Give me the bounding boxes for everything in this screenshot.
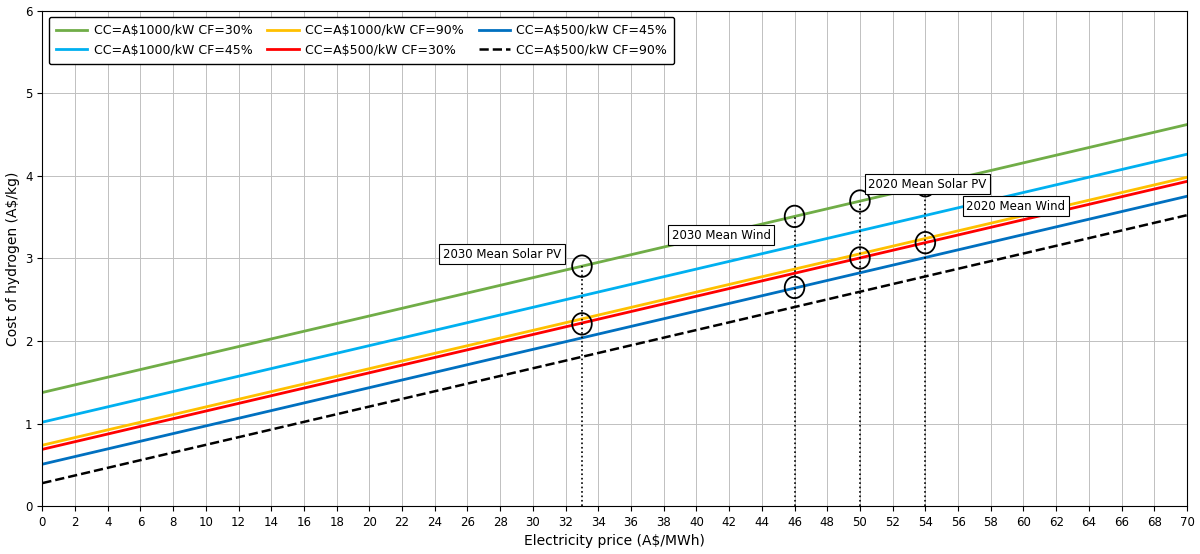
Legend: CC=A$1000/kW CF=30%, CC=A$1000/kW CF=45%, CC=A$1000/kW CF=90%, CC=A$500/kW CF=30: CC=A$1000/kW CF=30%, CC=A$1000/kW CF=45%… [48,17,674,64]
CC=A$1000/kW CF=45% [716,259,731,266]
CC=A$500/kW CF=45% [578,334,593,340]
CC=A$500/kW CF=90% [1180,212,1194,218]
Line: CC=A$1000/kW CF=90%: CC=A$1000/kW CF=90% [42,177,1187,445]
Text: 2030 Mean Wind: 2030 Mean Wind [672,229,770,242]
CC=A$500/kW CF=45% [586,332,600,338]
CC=A$500/kW CF=90% [578,352,593,359]
CC=A$500/kW CF=30% [1152,184,1166,191]
CC=A$1000/kW CF=45% [654,274,668,280]
CC=A$500/kW CF=45% [1152,199,1166,206]
CC=A$1000/kW CF=30% [1152,127,1166,134]
Line: CC=A$500/kW CF=45%: CC=A$500/kW CF=45% [42,196,1187,464]
X-axis label: Electricity price (A$/MWh): Electricity price (A$/MWh) [524,535,706,548]
CC=A$500/kW CF=30% [1180,178,1194,184]
CC=A$500/kW CF=30% [578,319,593,325]
CC=A$500/kW CF=45% [1180,193,1194,199]
CC=A$500/kW CF=90% [35,480,49,486]
CC=A$500/kW CF=45% [973,241,988,248]
CC=A$1000/kW CF=30% [35,389,49,396]
Text: 2030 Mean Solar PV: 2030 Mean Solar PV [443,248,562,261]
CC=A$500/kW CF=30% [973,227,988,233]
CC=A$1000/kW CF=30% [716,230,731,237]
CC=A$500/kW CF=45% [35,461,49,468]
Text: 2020 Mean Solar PV: 2020 Mean Solar PV [868,178,986,191]
CC=A$500/kW CF=45% [716,301,731,308]
Line: CC=A$500/kW CF=30%: CC=A$500/kW CF=30% [42,181,1187,449]
CC=A$1000/kW CF=90% [1180,174,1194,181]
CC=A$1000/kW CF=90% [578,315,593,321]
CC=A$1000/kW CF=45% [586,290,600,296]
Y-axis label: Cost of hydrogen (A$/kg): Cost of hydrogen (A$/kg) [6,171,19,346]
CC=A$500/kW CF=30% [654,301,668,307]
CC=A$1000/kW CF=30% [654,244,668,251]
CC=A$1000/kW CF=90% [973,222,988,229]
CC=A$1000/kW CF=45% [973,199,988,206]
CC=A$1000/kW CF=45% [1180,151,1194,157]
CC=A$1000/kW CF=45% [35,419,49,425]
CC=A$500/kW CF=90% [716,320,731,327]
CC=A$1000/kW CF=90% [1152,181,1166,187]
CC=A$500/kW CF=30% [716,286,731,293]
Line: CC=A$1000/kW CF=45%: CC=A$1000/kW CF=45% [42,154,1187,422]
Line: CC=A$500/kW CF=90%: CC=A$500/kW CF=90% [42,215,1187,483]
CC=A$1000/kW CF=45% [578,291,593,298]
CC=A$1000/kW CF=30% [1180,121,1194,128]
CC=A$500/kW CF=90% [1152,218,1166,225]
CC=A$1000/kW CF=30% [578,262,593,269]
Line: CC=A$1000/kW CF=30%: CC=A$1000/kW CF=30% [42,125,1187,392]
CC=A$500/kW CF=90% [654,335,668,341]
CC=A$1000/kW CF=30% [973,170,988,176]
CC=A$500/kW CF=90% [586,351,600,357]
CC=A$500/kW CF=30% [586,317,600,324]
CC=A$1000/kW CF=90% [35,442,49,449]
CC=A$500/kW CF=30% [35,446,49,453]
CC=A$500/kW CF=45% [654,316,668,322]
CC=A$1000/kW CF=90% [716,283,731,289]
CC=A$1000/kW CF=45% [1152,157,1166,164]
CC=A$1000/kW CF=30% [586,260,600,267]
CC=A$1000/kW CF=90% [586,313,600,320]
CC=A$1000/kW CF=90% [654,297,668,304]
Text: 2020 Mean Wind: 2020 Mean Wind [966,200,1066,213]
CC=A$500/kW CF=90% [973,260,988,267]
